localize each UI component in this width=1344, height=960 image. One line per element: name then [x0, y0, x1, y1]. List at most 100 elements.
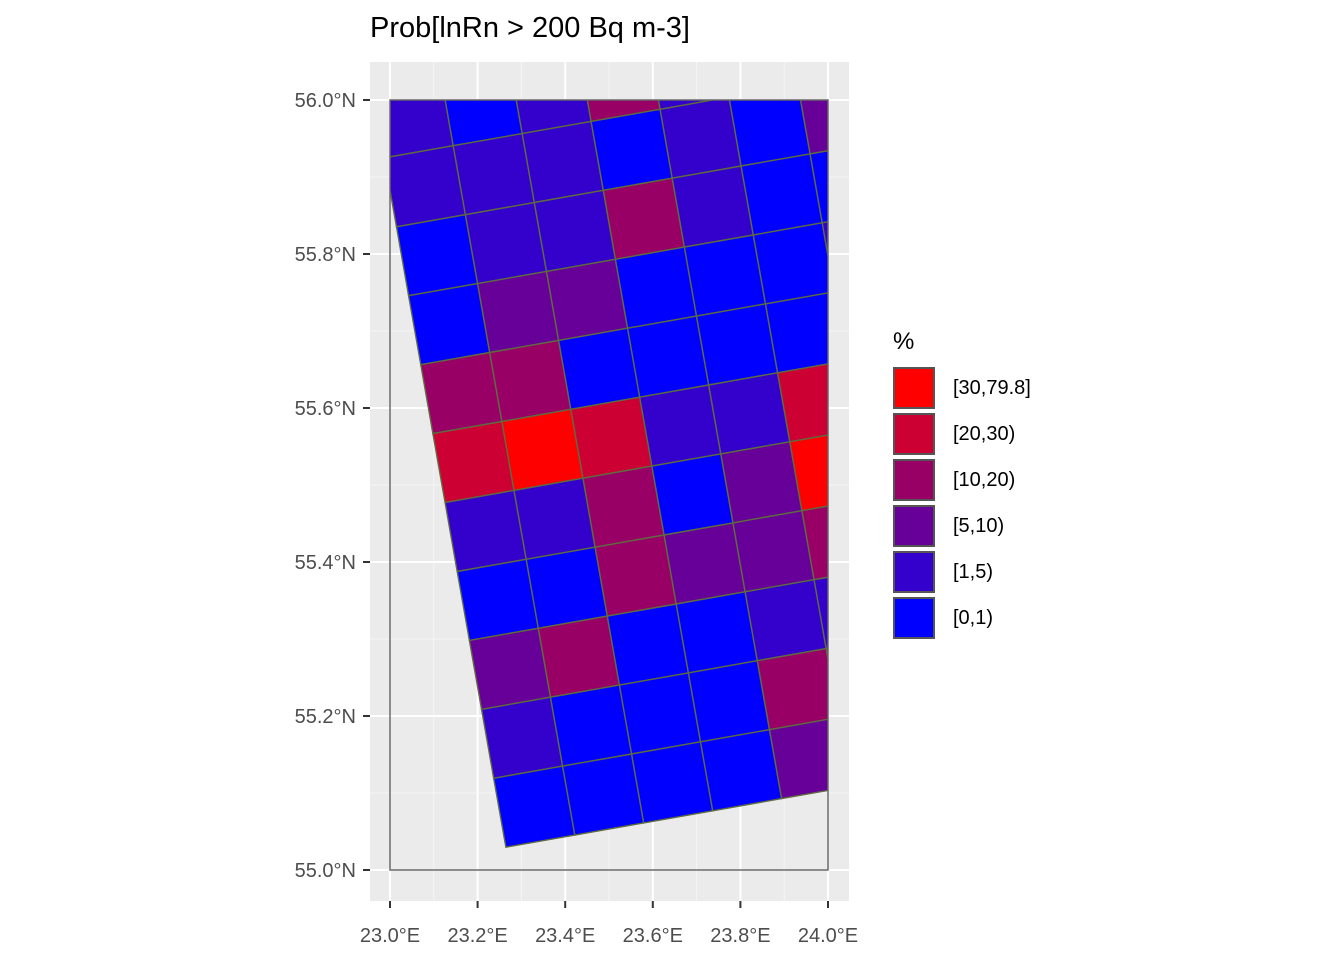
- raster-cell: [602, 177, 686, 261]
- raster-cell: [993, 0, 1074, 49]
- raster-cell: [432, 420, 515, 504]
- raster-cell: [719, 440, 803, 524]
- raster-cell: [614, 246, 698, 330]
- raster-cell: [907, 693, 988, 774]
- raster-cell: [732, 509, 815, 593]
- raster-cell: [867, 61, 948, 142]
- raster-cell: [488, 339, 572, 423]
- legend-label: [30,79.8]: [953, 376, 1031, 399]
- legend-item: [1,5): [893, 549, 1031, 595]
- raster-cell: [464, 201, 548, 285]
- raster-cell: [1098, 162, 1179, 243]
- raster-cell: [801, 505, 828, 581]
- legend-label: [0,1): [953, 606, 994, 629]
- legend-title: %: [893, 328, 915, 355]
- map-boundary: [389, 99, 829, 871]
- raster-cell: [799, 100, 828, 155]
- raster-cell: [1171, 576, 1252, 657]
- x-tick-label: 23.2°E: [447, 925, 507, 947]
- raster-cell: [492, 765, 576, 849]
- raster-cell: [855, 0, 936, 73]
- raster-cell: [1086, 93, 1167, 174]
- legend-swatch: [893, 505, 935, 547]
- legend-items: [30,79.8] [20,30) [10,20) [5,10) [1,5) [0,1): [893, 365, 1031, 641]
- legend-item: [0,1): [893, 595, 1031, 641]
- raster-cell: [821, 221, 828, 260]
- raster-cell: [1041, 243, 1122, 324]
- raster-cell: [705, 0, 786, 28]
- raster-cell: [671, 165, 755, 248]
- raster-cell: [1110, 231, 1191, 312]
- legend-swatch: [893, 459, 935, 501]
- raster-cell: [468, 627, 552, 711]
- raster-cell: [1102, 588, 1183, 669]
- raster-cell: [707, 371, 791, 455]
- raster-cell: [567, 0, 648, 52]
- raster-cell: [756, 647, 828, 731]
- raster-cell: [456, 558, 540, 642]
- raster-cell: [549, 684, 633, 767]
- raster-cell: [774, 0, 855, 16]
- raster-cell: [1053, 312, 1134, 393]
- raster-cell: [444, 489, 528, 573]
- raster-cell: [537, 615, 621, 699]
- legend-item: [30,79.8]: [893, 365, 1031, 411]
- chart-title: Prob[lnRn > 200 Bq m-3]: [370, 12, 690, 44]
- raster-cell: [1078, 450, 1159, 531]
- x-tick-label: 24.0°E: [798, 925, 858, 947]
- raster-cell: [838, 705, 919, 786]
- raster-cell: [606, 603, 690, 686]
- raster-cell: [1017, 105, 1098, 186]
- raster-cell: [891, 199, 972, 280]
- raster-cell: [651, 453, 734, 536]
- raster-cell: [1033, 600, 1114, 681]
- raster-cell: [1005, 36, 1086, 117]
- raster-cell: [557, 327, 641, 411]
- raster-cell: [683, 234, 767, 317]
- x-tick-label: 23.8°E: [710, 925, 770, 947]
- legend-swatch: [893, 597, 935, 639]
- raster-cell: [768, 718, 828, 800]
- raster-cell: [501, 408, 584, 492]
- raster-cell: [675, 590, 759, 674]
- legend-swatch: [893, 551, 935, 593]
- raster-cell: [594, 534, 678, 617]
- raster-cell: [498, 0, 579, 65]
- raster-cell: [618, 672, 702, 755]
- raster-cell: [1122, 300, 1203, 381]
- raster-cell: [663, 522, 746, 605]
- raster-cell: [561, 753, 645, 836]
- legend-label: [1,5): [953, 560, 994, 583]
- raster-cell: [699, 728, 783, 812]
- raster-cell: [744, 578, 828, 662]
- legend: % [30,79.8] [20,30) [10,20) [5,10) [1,5) [0,1…: [893, 325, 1031, 641]
- raster-cell: [636, 0, 717, 40]
- raster-cell: [1029, 174, 1110, 255]
- raster-cell: [924, 0, 1005, 61]
- raster-cell: [1021, 531, 1102, 612]
- x-tick-label: 23.0°E: [360, 925, 420, 947]
- raster-cell: [638, 384, 722, 467]
- raster-cell: [395, 213, 479, 297]
- raster-cell: [1090, 519, 1171, 600]
- raster-cell: [533, 189, 617, 273]
- raster-cell: [407, 282, 491, 366]
- raster-cell: [1066, 381, 1147, 462]
- raster-cell: [521, 120, 605, 204]
- raster-cell: [740, 153, 824, 236]
- raster-cell: [419, 351, 503, 435]
- y-tick-label: 55.4°N: [295, 552, 356, 574]
- legend-item: [5,10): [893, 503, 1031, 549]
- raster-cell: [813, 576, 828, 650]
- raster-cell: [788, 434, 828, 512]
- raster-cell: [476, 270, 560, 354]
- raster-cell: [569, 396, 653, 480]
- raster-cell: [776, 363, 828, 443]
- raster-cell: [695, 303, 779, 386]
- raster-cell: [948, 117, 1029, 198]
- legend-label: [20,30): [953, 422, 1016, 445]
- raster-cell: [687, 659, 771, 743]
- y-tick-label: 55.2°N: [295, 706, 356, 728]
- raster-cell: [1074, 24, 1155, 105]
- raster-cell: [960, 186, 1041, 267]
